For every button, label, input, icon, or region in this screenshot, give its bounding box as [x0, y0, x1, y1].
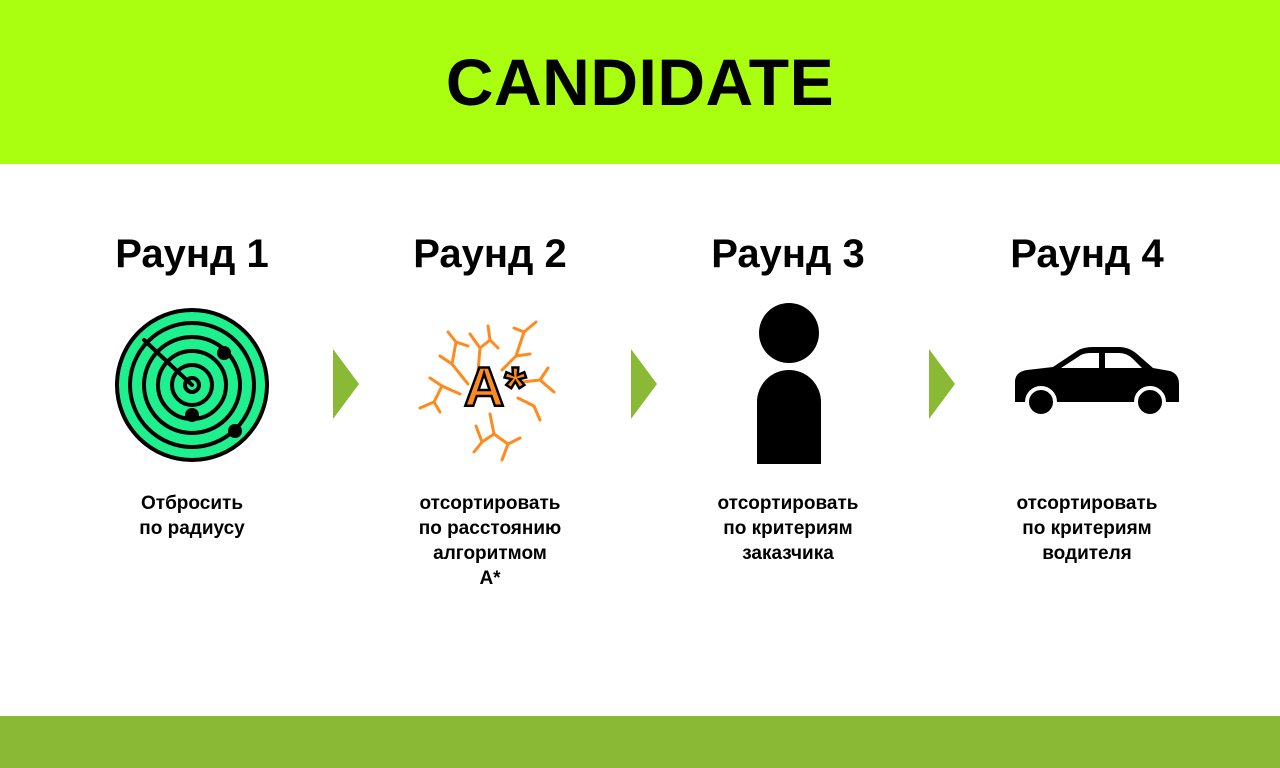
round-4-caption: отсортировать по критериям водителя [937, 491, 1237, 566]
round-4-title: Раунд 4 [1010, 232, 1164, 276]
round-2-title: Раунд 2 [413, 232, 567, 276]
round-3-caption-line: отсортировать [717, 493, 859, 514]
a-star-label: A* [464, 355, 526, 418]
round-3-caption: отсортировать по критериям заказчика [638, 491, 938, 566]
car-icon [987, 302, 1187, 468]
round-1-caption-line: Отбросить [140, 493, 243, 514]
round-2: Раунд 2 [340, 228, 640, 589]
round-3-title: Раунд 3 [711, 232, 865, 276]
round-4: Раунд 4 отсортировать по критериям водит… [937, 228, 1237, 564]
round-4-caption-line: по критериям [1022, 518, 1152, 539]
footer-bar [0, 716, 1280, 768]
round-1-caption: Отбросить по радиусу [42, 491, 342, 541]
round-2-caption-line: алгоритмом [433, 543, 547, 564]
chevron-right-icon [631, 349, 657, 419]
person-icon [688, 302, 888, 468]
round-1-caption-line: по радиусу [139, 518, 245, 539]
round-4-caption-line: водителя [1042, 543, 1132, 564]
round-2-caption-line: по расстоянию [418, 518, 562, 539]
a-star-graph-icon: A* [390, 302, 590, 468]
chevron-right-icon [929, 349, 955, 419]
round-3-caption-line: по критериям [723, 518, 853, 539]
round-4-caption-line: отсортировать [1016, 493, 1158, 514]
radar-icon [92, 302, 292, 468]
round-1-title: Раунд 1 [115, 232, 269, 276]
chevron-right-icon [333, 349, 359, 419]
round-2-caption: отсортировать по расстоянию алгоритмом A… [340, 491, 640, 591]
round-2-caption-line: отсортировать [419, 493, 561, 514]
header-banner: CANDIDATE [0, 0, 1280, 164]
round-2-caption-line: A* [479, 568, 501, 589]
round-3: Раунд 3 отсортировать по критериям заказ… [638, 228, 938, 564]
round-3-caption-line: заказчика [742, 543, 834, 564]
page-title: CANDIDATE [445, 45, 835, 119]
round-1: Раунд 1 Отбросить по радиусу [42, 228, 342, 539]
